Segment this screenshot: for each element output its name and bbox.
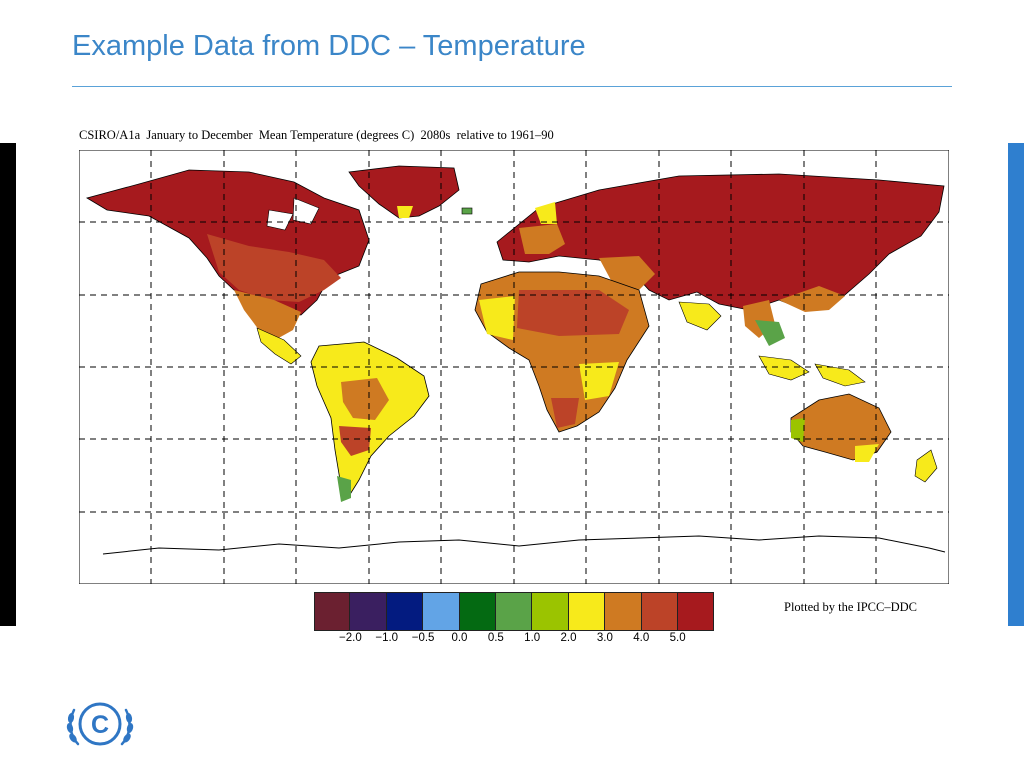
map-caption: CSIRO/A1a January to December Mean Tempe…: [79, 128, 554, 142]
legend-swatch-6: [532, 593, 569, 630]
right-edge-bar: [1008, 143, 1024, 626]
left-edge-bar: [0, 143, 16, 626]
region-africa: [474, 271, 650, 433]
legend-swatch-1: [350, 593, 387, 630]
ipcc-logo: C: [66, 702, 134, 746]
legend-tick-label: −2.0: [339, 632, 362, 644]
plot-credit: Plotted by the IPCC–DDC: [784, 600, 917, 614]
legend-tick-label: 2.0: [560, 632, 577, 644]
legend-tick-label: −1.0: [375, 632, 399, 644]
region-australia: [790, 393, 938, 483]
map-graticule: [79, 150, 949, 584]
legend-tick-label: 4.0: [633, 632, 650, 644]
legend-tick-label: 5.0: [669, 632, 686, 644]
logo-symbol: C: [91, 711, 109, 739]
legend-swatch-4: [459, 593, 496, 630]
legend-tick-label: 0.5: [487, 632, 504, 644]
region-maritime-southeast-asia: [758, 355, 866, 387]
temperature-legend-bar: [314, 592, 715, 631]
legend-swatch-9: [641, 593, 678, 630]
world-temperature-map: [79, 150, 949, 584]
legend-swatch-2: [386, 593, 424, 630]
region-north-america: [85, 169, 370, 365]
legend-swatch-8: [605, 593, 642, 630]
legend-swatch-3: [423, 593, 460, 630]
legend-tick-label: 1.0: [524, 632, 541, 644]
legend-swatch-0: [314, 593, 351, 630]
legend-swatch-10: [677, 593, 715, 630]
legend-tick-label: 3.0: [596, 632, 613, 644]
legend-tick-label: −0.5: [411, 632, 435, 644]
region-eurasia: [496, 173, 945, 346]
temperature-legend-ticks: −2.0 −1.0 −0.5 0.0 0.5 1.0 2.0 3.0 4.0 5.0: [314, 632, 714, 648]
slide-title: Example Data from DDC – Temperature: [72, 30, 586, 62]
antarctica-coastline: [102, 535, 946, 555]
region-greenland: [348, 165, 473, 219]
title-underline: [72, 86, 952, 87]
legend-swatch-5: [495, 593, 533, 630]
legend-tick-label: 0.0: [451, 632, 468, 644]
legend-swatch-7: [568, 593, 606, 630]
